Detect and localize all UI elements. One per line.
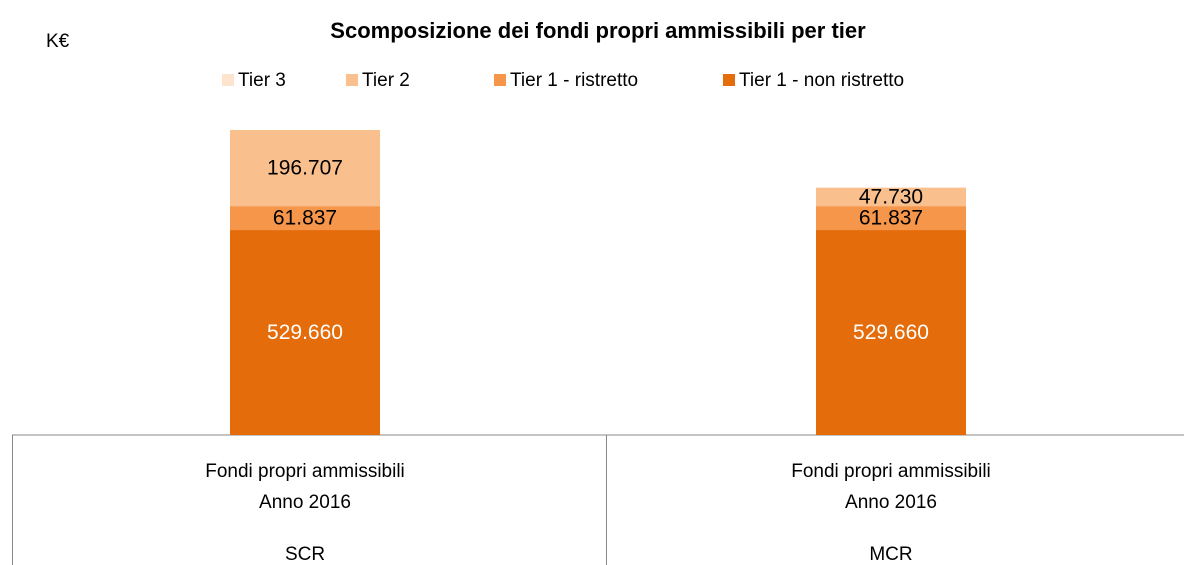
bar-segment xyxy=(230,206,380,231)
legend-swatch xyxy=(494,74,506,86)
legend-label: Tier 1 - ristretto xyxy=(510,70,638,91)
category-group-label: Anno 2016 xyxy=(259,492,351,513)
bar-segment xyxy=(230,230,380,435)
data-label: 61.837 xyxy=(273,207,337,230)
bar-segment xyxy=(816,230,966,435)
bar-segment xyxy=(816,206,966,231)
category-group-label: Fondi propri ammissibili xyxy=(205,461,405,482)
unit-label: K€ xyxy=(46,31,70,52)
legend-swatch xyxy=(346,74,358,86)
x-tick-label: MCR xyxy=(869,544,912,565)
data-label: 61.837 xyxy=(859,207,923,230)
data-label: 196.707 xyxy=(267,157,343,180)
bar-segment xyxy=(230,130,380,207)
data-label: 529.660 xyxy=(267,321,343,344)
x-tick-label: SCR xyxy=(285,544,325,565)
category-group-label: Anno 2016 xyxy=(845,492,937,513)
legend-swatch xyxy=(222,74,234,86)
data-label: 529.660 xyxy=(853,321,929,344)
category-group-label: Fondi propri ammissibili xyxy=(791,461,991,482)
data-label: 47.730 xyxy=(859,185,923,208)
legend-swatch xyxy=(723,74,735,86)
legend-label: Tier 1 - non ristretto xyxy=(739,70,904,91)
bar-segment xyxy=(816,187,966,207)
legend-label: Tier 3 xyxy=(238,70,286,91)
chart-title: Scomposizione dei fondi propri ammissibi… xyxy=(330,18,866,43)
legend-label: Tier 2 xyxy=(362,70,410,91)
